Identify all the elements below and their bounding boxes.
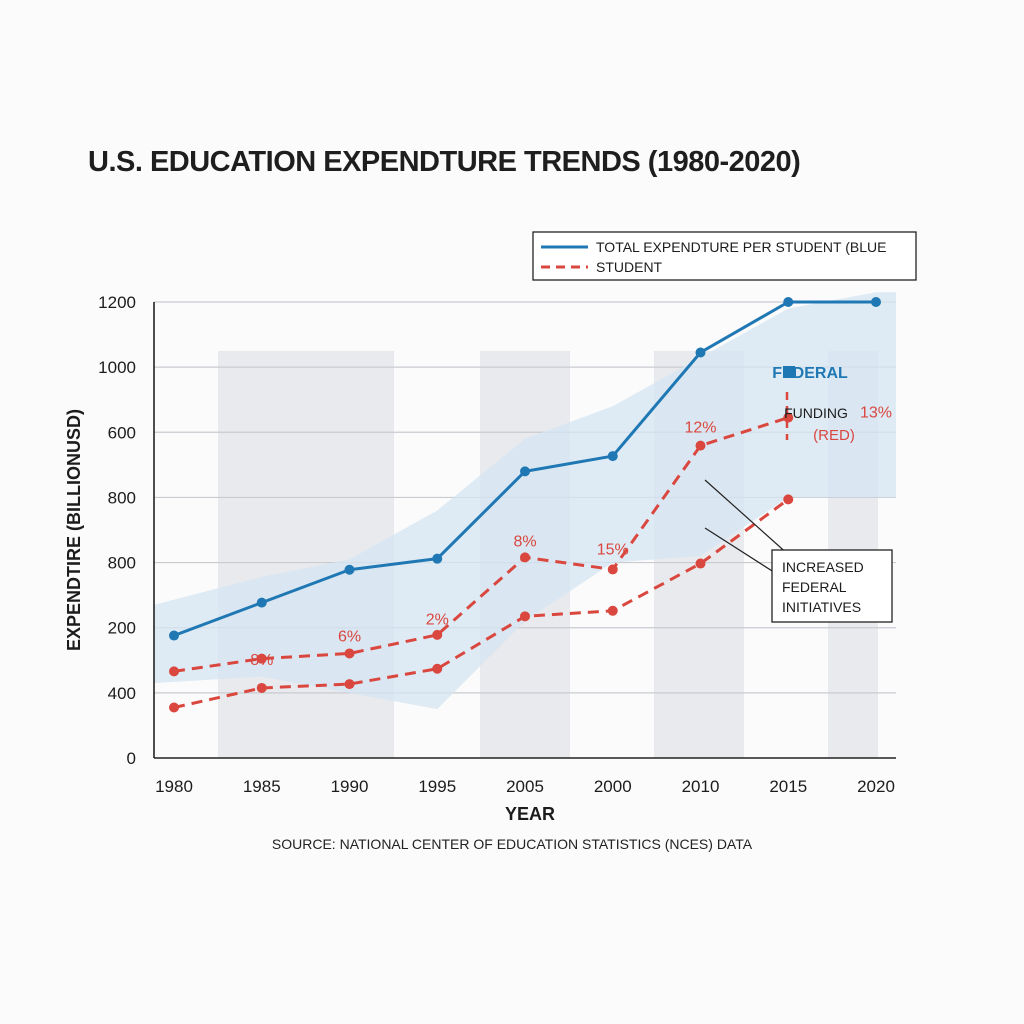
- data-point: [432, 663, 443, 674]
- data-point: [520, 466, 530, 477]
- series-line: [173, 416, 789, 673]
- confidence-band: [154, 292, 896, 710]
- x-tick-label: 1985: [243, 777, 281, 796]
- x-tick-label: 1995: [418, 777, 456, 796]
- legend-box: [532, 231, 917, 281]
- percent-label: 6%: [338, 629, 361, 646]
- funding-red-label: (RED): [813, 427, 855, 444]
- data-point: [520, 611, 530, 622]
- funding-label: FUNDING: [784, 405, 848, 421]
- annotations: FEDERAL FUNDING (RED) INCREASED FEDERAL INITI…: [704, 365, 893, 623]
- chart-title: U.S. EDUCATION EXPENDTURE TRENDS (1980-2…: [88, 146, 801, 178]
- data-point: [783, 494, 794, 505]
- data-point: [520, 552, 530, 563]
- data-point: [695, 347, 706, 358]
- initiatives-text: FEDERAL: [782, 579, 847, 595]
- axes: 0 400 200 800 800 600 1000 1200 1980 1985 1990 1995…: [64, 293, 896, 824]
- percent-labels: 8% 6% 2% 8% 15% 12% 13%: [250, 405, 892, 670]
- background-column: [218, 350, 304, 758]
- data-point: [607, 605, 618, 616]
- percent-label: 12%: [684, 419, 716, 436]
- initiatives-pointer: [704, 479, 791, 557]
- initiatives-pointer: [704, 527, 781, 577]
- data-point: [607, 451, 618, 462]
- x-tick-label: 2010: [682, 777, 720, 796]
- data-point: [169, 702, 179, 713]
- y-tick-label: 0: [127, 749, 136, 768]
- data-point: [256, 597, 267, 608]
- initiatives-text: INCREASED: [782, 559, 864, 575]
- data-point: [871, 297, 881, 307]
- percent-label: 13%: [860, 405, 892, 422]
- legend: TOTAL EXPENDTURE PER STUDENT (BLUE STUDEN…: [532, 231, 917, 281]
- data-point: [344, 679, 355, 690]
- percent-label: 2%: [426, 611, 449, 628]
- y-tick-label: 800: [108, 554, 136, 573]
- x-tick-label: 1980: [155, 777, 193, 796]
- percent-label: 15%: [597, 541, 629, 558]
- data-point: [607, 564, 618, 575]
- x-tick-label: 2020: [857, 777, 895, 796]
- federal-label: FEDERAL: [772, 365, 848, 382]
- percent-label: 8%: [250, 652, 273, 669]
- data-point: [344, 648, 355, 659]
- y-axis-title: EXPENDTIRE (BILLIONUSD): [64, 409, 84, 651]
- series-line: [173, 498, 790, 709]
- data-point: [432, 553, 443, 564]
- data-point: [256, 653, 267, 664]
- legend-label: STUDENT: [596, 259, 663, 275]
- source-note: SOURCE: NATIONAL CENTER OF EDUCATION STA…: [271, 836, 753, 852]
- data-point: [344, 564, 355, 575]
- x-tick-label: 2000: [594, 777, 632, 796]
- data-point: [256, 682, 267, 693]
- data-point: [695, 558, 706, 569]
- y-tick-label: 600: [108, 423, 136, 442]
- data-point: [783, 297, 794, 307]
- x-axis-title: YEAR: [505, 804, 555, 824]
- x-tick-label: 2015: [769, 777, 807, 796]
- y-tick-label: 400: [108, 684, 136, 703]
- y-tick-label: 1200: [98, 293, 136, 312]
- data-point: [695, 440, 706, 451]
- x-tick-label: 2005: [506, 777, 544, 796]
- legend-label: TOTAL EXPENDTURE PER STUDENT (BLUE: [596, 239, 886, 255]
- initiatives-text: INITIATIVES: [782, 599, 861, 615]
- series-lines: [169, 297, 881, 713]
- federal-marker: [783, 366, 795, 378]
- y-tick-label: 800: [108, 488, 136, 507]
- initiatives-box: [771, 549, 893, 623]
- data-point: [169, 630, 179, 641]
- y-tick-label: 200: [108, 619, 136, 638]
- data-point: [169, 666, 179, 677]
- x-tick-label: 1990: [331, 777, 369, 796]
- y-tick-label: 1000: [98, 358, 136, 377]
- percent-label: 8%: [513, 533, 536, 550]
- uncertainty-band: [154, 292, 896, 710]
- data-point: [432, 629, 443, 640]
